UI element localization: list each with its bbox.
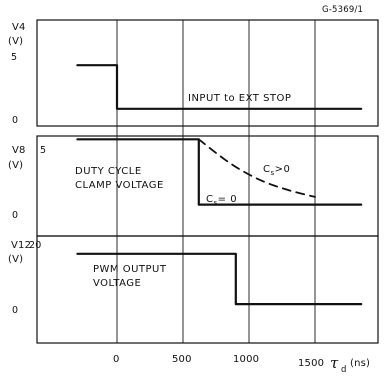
x-tick-0: 0 bbox=[113, 354, 120, 365]
panel-v8-tick-5: 5 bbox=[40, 145, 46, 156]
panel-v8-label: V8 bbox=[12, 145, 26, 156]
series-cs-zero-rel: = 0 bbox=[218, 194, 237, 205]
panel-v12-labels: V12 20 (V) 0 PWM OUTPUT VOLTAGE bbox=[8, 240, 167, 316]
x-axis-symbol-subscript: d bbox=[341, 365, 347, 375]
x-tick-1500: 1500 bbox=[298, 358, 324, 369]
panel-v4-tick-0: 0 bbox=[12, 115, 18, 126]
panel-v4-label: V4 bbox=[12, 22, 26, 33]
panel-v4-labels: V4 (V) 5 0 INPUT to EXT STOP bbox=[8, 22, 291, 126]
x-axis-symbol: τ bbox=[330, 354, 339, 372]
series-cs-zero-name: C bbox=[206, 194, 213, 205]
series-cs-zero-sub: s bbox=[213, 199, 217, 207]
panel-v8-text-line-1: DUTY CYCLE bbox=[75, 166, 142, 177]
panel-v8-labels: V8 5 (V) 0 DUTY CYCLE CLAMP VOLTAGE Cs>0… bbox=[8, 145, 290, 221]
panel-v4-frame bbox=[36, 19, 379, 127]
series-v8-1 bbox=[197, 138, 316, 198]
panel-v8-text-line-2: CLAMP VOLTAGE bbox=[75, 180, 164, 191]
x-axis-labels: 0 500 1000 1500 τ d (ns) bbox=[113, 354, 370, 375]
panel-v12-tick-20: 20 bbox=[29, 240, 42, 251]
series-v8-0 bbox=[76, 138, 363, 206]
panel-v8-unit: (V) bbox=[8, 160, 23, 171]
panel-v12-text-line-1: PWM OUTPUT bbox=[93, 264, 167, 275]
series-label-cs-greater: Cs>0 bbox=[263, 164, 290, 177]
x-tick-1000: 1000 bbox=[233, 354, 259, 365]
x-tick-500: 500 bbox=[172, 354, 192, 365]
panel-v12-text-line-2: VOLTAGE bbox=[93, 278, 141, 289]
x-axis-unit: (ns) bbox=[350, 358, 370, 369]
series-cs-greater-name: C bbox=[263, 164, 270, 175]
panel-v4-unit: (V) bbox=[8, 36, 23, 47]
series-v4-0 bbox=[76, 64, 363, 110]
panel-frames bbox=[36, 19, 379, 344]
series-label-cs-zero: Cs= 0 bbox=[206, 194, 237, 207]
series-layer bbox=[76, 64, 363, 306]
panel-v12-tick-0: 0 bbox=[12, 305, 18, 316]
panel-v4-tick-5: 5 bbox=[11, 52, 17, 63]
series-cs-greater-sub: s bbox=[270, 169, 274, 177]
panel-v12-label: V12 bbox=[11, 240, 31, 251]
panel-v12-unit: (V) bbox=[8, 254, 23, 265]
series-v12-0 bbox=[76, 252, 363, 306]
panel-v8-tick-0: 0 bbox=[12, 210, 18, 221]
series-cs-greater-rel: >0 bbox=[275, 164, 291, 175]
figure-id: G-5369/1 bbox=[322, 5, 363, 15]
panel-v12-frame bbox=[36, 235, 379, 344]
panel-v4-text: INPUT to EXT STOP bbox=[188, 93, 291, 104]
